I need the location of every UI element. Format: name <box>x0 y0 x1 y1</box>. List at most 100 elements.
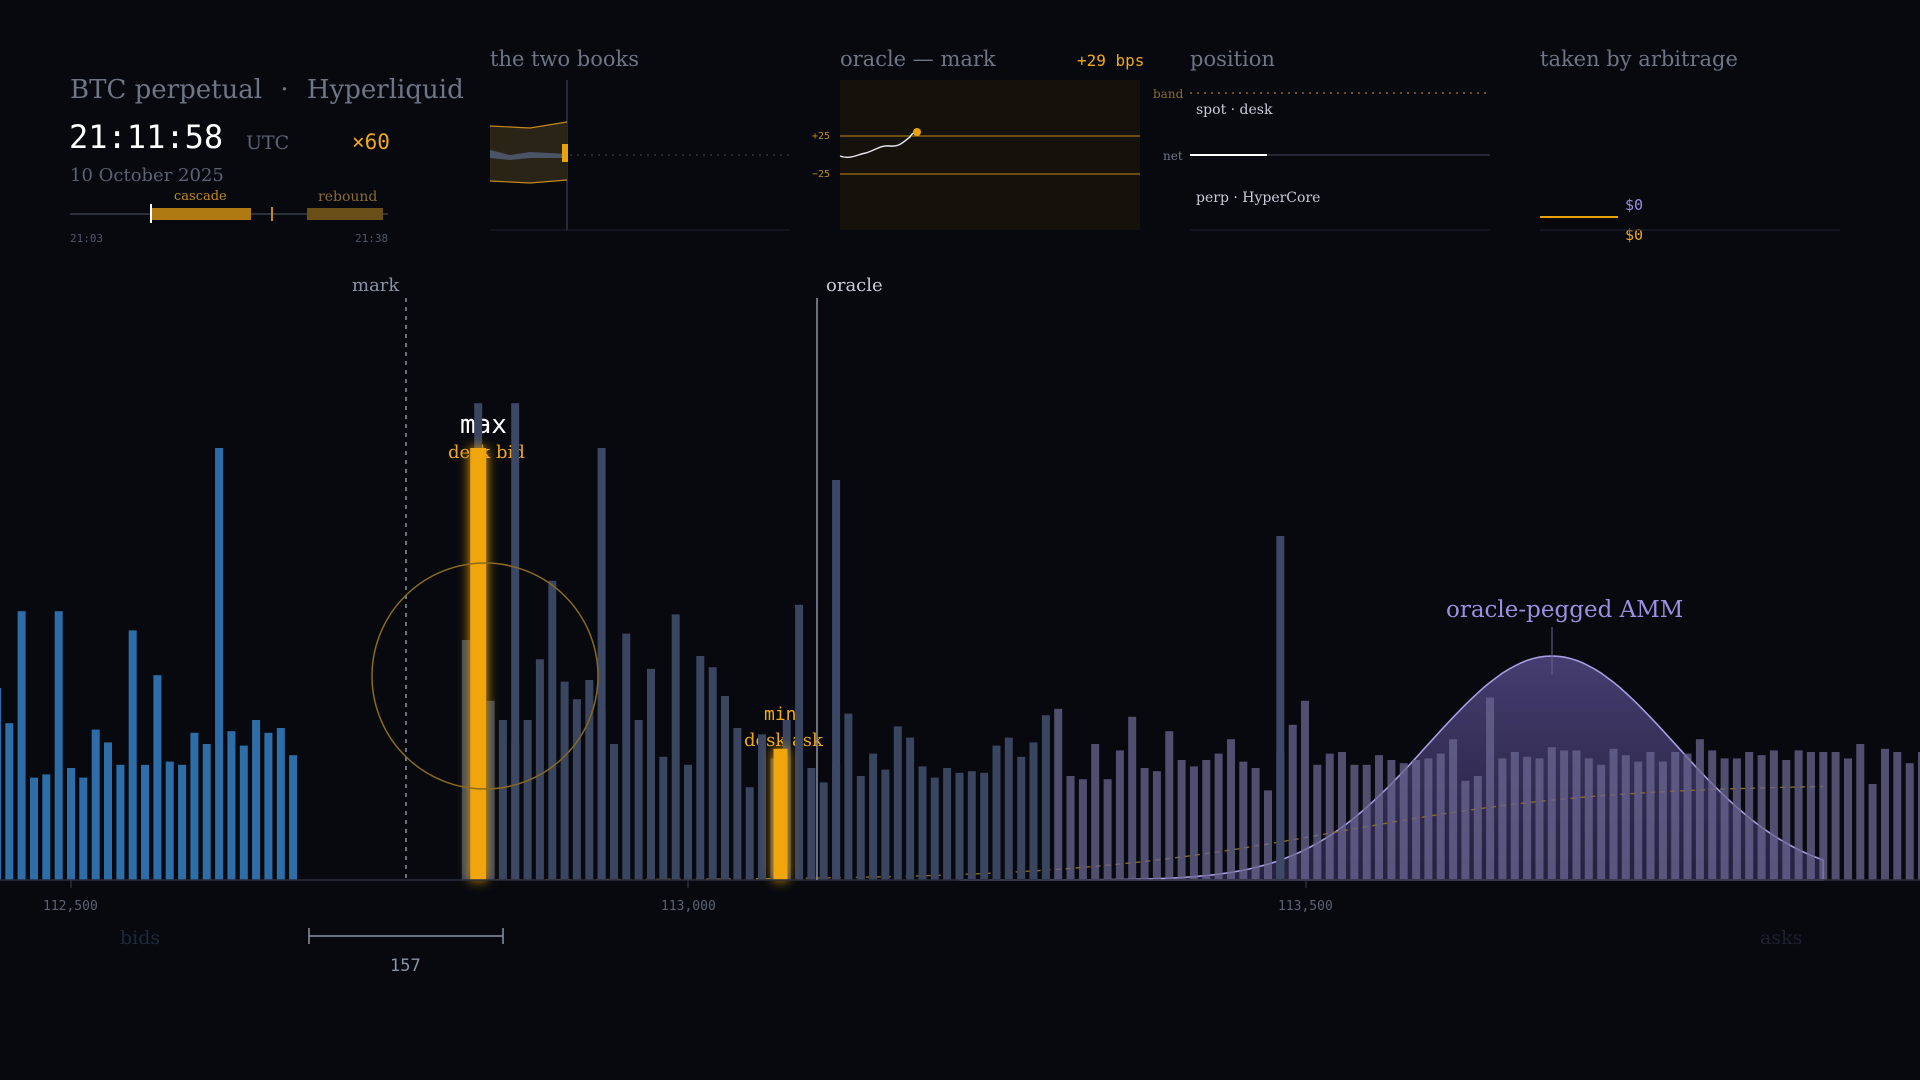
ask-bar <box>498 720 507 880</box>
desk-ask-bar[interactable] <box>773 748 788 880</box>
ask-bar <box>1177 760 1186 880</box>
ask-bar <box>1510 752 1519 880</box>
ask-bar <box>930 777 939 880</box>
ask-bar <box>1128 716 1137 880</box>
bid-bar <box>289 755 298 880</box>
ask-bar <box>1905 763 1914 880</box>
ask-bar <box>1399 763 1408 880</box>
ask-bar <box>1572 750 1581 880</box>
ask-bar <box>869 753 878 880</box>
bid-bar <box>30 777 38 880</box>
rebound-label: rebound <box>318 189 378 205</box>
ask-bar <box>1745 752 1754 880</box>
amm-label: oracle-pegged AMM <box>1446 597 1684 623</box>
oracle-panel-title: oracle — mark <box>840 47 996 71</box>
ask-bar <box>1227 739 1235 880</box>
ask-bar <box>1325 753 1334 880</box>
ask-bar <box>1782 760 1791 880</box>
min-label: min <box>764 704 797 725</box>
ask-bar <box>1720 758 1729 880</box>
bids-label: bids <box>120 927 161 949</box>
speed-multiplier[interactable]: ×60 <box>352 130 390 154</box>
ask-bar <box>1708 750 1717 880</box>
ask-bar <box>634 720 643 880</box>
axis-tick-label: 112,500 <box>43 899 98 914</box>
ask-bar <box>1115 750 1124 880</box>
ask-bar <box>1251 768 1260 880</box>
ask-bar <box>967 771 976 880</box>
ask-bar <box>1424 758 1433 880</box>
desk-bid-bar[interactable] <box>470 448 487 880</box>
ask-bar <box>671 614 680 880</box>
books-mini-chart <box>489 80 790 231</box>
ask-bar <box>1436 753 1445 880</box>
ask-bar <box>659 756 668 880</box>
ask-bar <box>1375 755 1383 880</box>
title-venue: Hyperliquid <box>306 75 464 105</box>
ask-bar <box>1646 752 1655 880</box>
ask-bar <box>1757 755 1766 880</box>
bid-bar <box>91 729 100 880</box>
clock: 21:11:58 <box>69 118 224 156</box>
ask-bar <box>1041 715 1050 880</box>
ask-bar <box>943 768 952 880</box>
ask-bar-spike <box>597 448 606 880</box>
ask-bar <box>745 787 754 880</box>
ask-bar <box>1856 744 1865 880</box>
ask-bar <box>696 656 705 880</box>
ask-bar <box>1634 761 1643 880</box>
ask-bar <box>1498 758 1507 880</box>
ask-bar <box>980 772 989 880</box>
ask-bar <box>1621 755 1630 880</box>
ask-bar <box>1004 737 1013 880</box>
position-band-label: band <box>1153 87 1184 101</box>
ask-bar <box>1893 752 1902 880</box>
ask-bar <box>819 782 828 880</box>
bid-bar <box>67 768 75 880</box>
ask-bar <box>1584 758 1593 880</box>
ask-bar <box>1029 742 1038 880</box>
title-separator: · <box>280 75 289 105</box>
ask-bar <box>881 769 890 880</box>
bid-bar <box>153 675 162 880</box>
bid-bar <box>264 732 273 880</box>
ask-bar <box>918 766 927 880</box>
bid-bar <box>104 742 112 880</box>
ask-bar <box>1609 748 1618 880</box>
max-label: max <box>460 410 507 440</box>
page-title: BTC perpetual · Hyperliquid <box>70 75 464 105</box>
bid-bar <box>165 761 174 880</box>
order-book-bars <box>0 403 1920 880</box>
bid-bar <box>227 731 236 880</box>
bid-bar <box>202 744 211 880</box>
oracle-tick-up: +25 <box>812 131 831 142</box>
desk-bid-highlight-ring <box>371 562 599 790</box>
ask-bar <box>1264 790 1272 880</box>
axis-tick-label: 113,500 <box>1278 899 1333 914</box>
ask-bar <box>572 699 581 880</box>
title-instrument: BTC perpetual <box>70 75 263 105</box>
timeline-scrubber[interactable] <box>70 204 388 223</box>
timeline-start-label: 21:03 <box>70 232 104 245</box>
bid-bar <box>5 723 14 880</box>
position-perp-label: perp · HyperCore <box>1196 190 1321 206</box>
bid-bar <box>252 720 261 880</box>
oracle-tick-down: −25 <box>812 169 831 180</box>
position-spot-label: spot · desk <box>1196 102 1273 118</box>
books-panel-title: the two books <box>490 47 640 71</box>
ask-bar <box>893 726 902 880</box>
bid-bar <box>276 728 285 880</box>
bid-bar <box>0 688 1 880</box>
arbitrage-panel-title: taken by arbitrage <box>1540 47 1738 71</box>
mark-label: mark <box>352 275 400 296</box>
ask-bar <box>1017 756 1026 880</box>
ask-bar <box>758 734 766 880</box>
ask-bar <box>1103 779 1112 880</box>
date-label: 10 October 2025 <box>70 165 224 186</box>
ask-bar <box>955 772 964 880</box>
ask-bar <box>1313 764 1322 880</box>
ask-bar <box>1819 752 1828 880</box>
ask-bar <box>1078 779 1087 880</box>
ask-bar <box>461 640 470 880</box>
